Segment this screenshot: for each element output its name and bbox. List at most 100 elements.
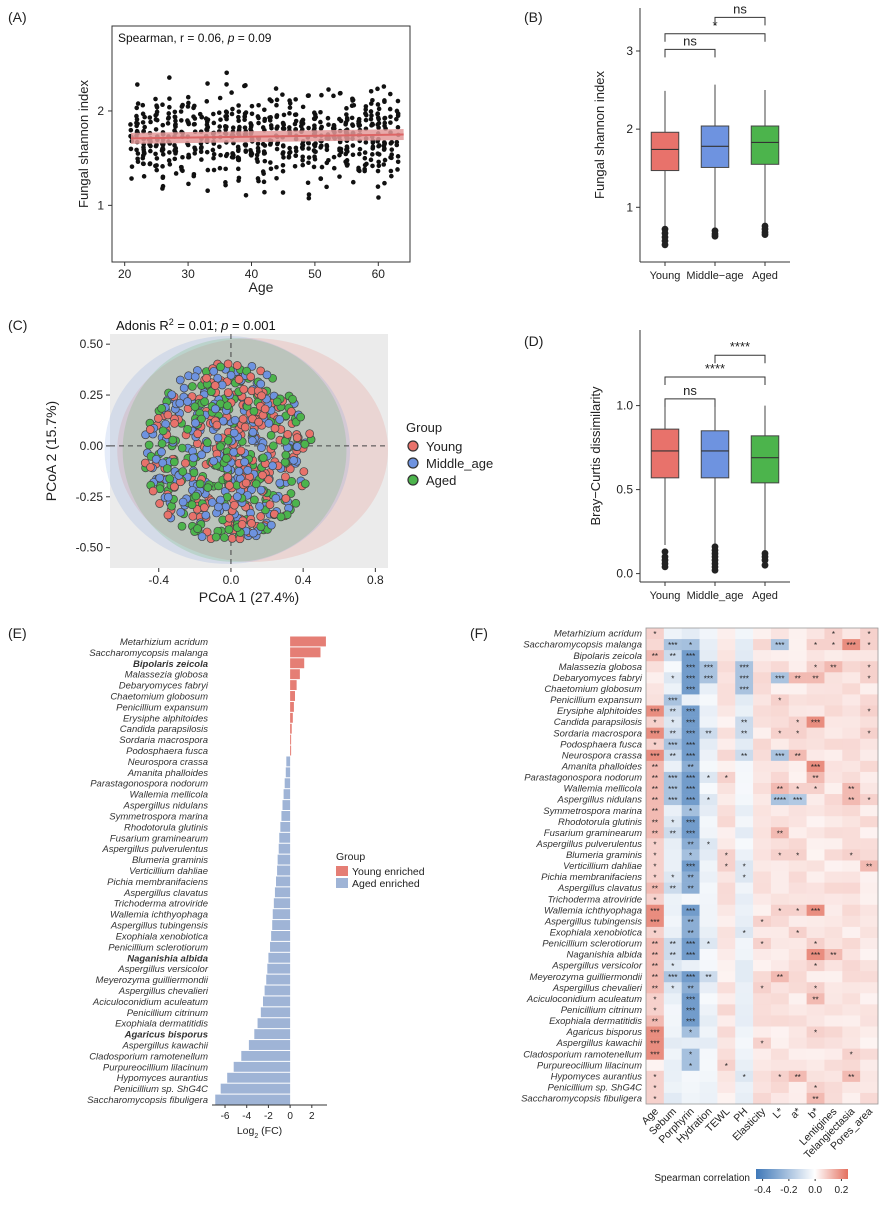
pcoa-point bbox=[190, 402, 200, 412]
pcoa-point bbox=[178, 467, 188, 476]
pcoa-point bbox=[206, 387, 216, 397]
heatmap-cell bbox=[753, 816, 772, 828]
heatmap-cell bbox=[788, 749, 807, 762]
log2fc-bar bbox=[290, 658, 305, 669]
heatmap-cell bbox=[699, 937, 718, 950]
significance-stars: *** bbox=[704, 663, 713, 672]
heatmap-cell bbox=[860, 893, 879, 906]
colorbar-tick-label: -0.4 bbox=[754, 1185, 772, 1196]
scatter-point bbox=[368, 157, 374, 163]
log2fc-bar bbox=[260, 1007, 291, 1018]
heatmap-cell bbox=[770, 771, 790, 784]
legend-swatch bbox=[336, 866, 348, 876]
heatmap-cell bbox=[860, 716, 879, 728]
heatmap-cell bbox=[663, 1070, 682, 1083]
scatter-point bbox=[325, 115, 331, 121]
significance-stars: ** bbox=[777, 973, 783, 982]
pcoa-point bbox=[251, 479, 261, 489]
heatmap-cell bbox=[646, 727, 665, 739]
heatmap-cell bbox=[681, 672, 700, 684]
scatter-point bbox=[236, 109, 242, 114]
y-tick-label: -0.25 bbox=[76, 490, 104, 504]
significance-stars: * bbox=[725, 851, 728, 860]
pcoa-point bbox=[189, 468, 199, 478]
scatter-point bbox=[165, 121, 171, 126]
scatter-point bbox=[344, 112, 349, 117]
significance-stars: * bbox=[868, 730, 871, 739]
significance-stars: ** bbox=[670, 885, 676, 894]
pcoa-point bbox=[256, 522, 266, 532]
pcoa-point bbox=[212, 420, 222, 430]
heatmap-cell bbox=[770, 672, 790, 684]
scatter-point bbox=[153, 113, 158, 118]
outlier-point bbox=[761, 231, 769, 239]
scatter-point bbox=[172, 156, 178, 162]
legend-marker bbox=[407, 457, 419, 469]
scatter-point bbox=[160, 122, 166, 128]
scatter-point bbox=[154, 117, 160, 123]
significance-stars: *** bbox=[668, 796, 677, 805]
heatmap-cell bbox=[842, 949, 861, 961]
heatmap-cell bbox=[860, 993, 879, 1005]
significance-stars: *** bbox=[686, 995, 695, 1004]
species-label: Symmetrospora marina bbox=[109, 811, 208, 822]
scatter-point bbox=[293, 97, 298, 102]
pcoa-point bbox=[211, 404, 220, 414]
significance-stars: * bbox=[671, 874, 674, 883]
scatter-point bbox=[376, 125, 381, 131]
scatter-point bbox=[185, 118, 190, 123]
scatter-point bbox=[343, 122, 348, 127]
significance-stars: *** bbox=[793, 796, 802, 805]
heatmap-cell bbox=[646, 694, 665, 706]
scatter-point bbox=[242, 142, 248, 147]
heatmap-cell bbox=[860, 749, 879, 762]
heatmap-cell bbox=[699, 727, 718, 739]
scatter-point bbox=[281, 121, 286, 127]
heatmap-cell bbox=[699, 694, 718, 706]
row-label: Trichoderma atroviride bbox=[548, 894, 642, 905]
heatmap-cell bbox=[717, 816, 736, 828]
scatter-point bbox=[172, 115, 178, 120]
pcoa-point bbox=[165, 474, 174, 484]
heatmap-cell bbox=[735, 849, 754, 861]
row-label: Debaryomyces fabryi bbox=[553, 673, 643, 684]
significance-stars: ** bbox=[652, 818, 658, 827]
significance-stars: ** bbox=[812, 995, 818, 1004]
significance-stars: ** bbox=[830, 663, 836, 672]
row-label: Saccharomycopsis fibuligera bbox=[521, 1094, 642, 1105]
y-axis-label: PCoA 2 (15.7%) bbox=[43, 401, 59, 501]
heatmap-cell bbox=[699, 849, 718, 861]
heatmap-cell bbox=[646, 628, 665, 640]
scatter-point bbox=[140, 161, 146, 166]
significance-stars: * bbox=[743, 929, 746, 938]
pcoa-point bbox=[177, 443, 187, 453]
outlier-point bbox=[661, 563, 669, 571]
heatmap-cell bbox=[824, 937, 843, 950]
heatmap-cell bbox=[681, 1004, 700, 1016]
pcoa-point bbox=[193, 524, 202, 533]
scatter-point bbox=[243, 149, 249, 154]
significance-stars: * bbox=[743, 874, 746, 883]
species-label: Aspergillus clavatus bbox=[123, 888, 208, 899]
heatmap-cell bbox=[717, 937, 736, 950]
box bbox=[750, 435, 780, 484]
xlabel-suffix: (FC) bbox=[258, 1125, 282, 1137]
heatmap-cell bbox=[681, 782, 700, 795]
significance-stars: * bbox=[707, 840, 710, 849]
heatmap-cell bbox=[735, 661, 754, 673]
row-label: Wallemia mellicola bbox=[564, 784, 643, 795]
scatter-point bbox=[345, 149, 350, 154]
heatmap-cell bbox=[717, 971, 736, 983]
log2fc-bar bbox=[241, 1050, 291, 1061]
scatter-point bbox=[388, 168, 394, 174]
scatter-point bbox=[166, 115, 171, 121]
pcoa-point bbox=[197, 532, 207, 542]
significance-stars: * bbox=[814, 984, 817, 993]
heatmap-cell bbox=[681, 705, 700, 717]
heatmap-cell bbox=[717, 1004, 736, 1016]
colorbar-tick-label: -0.2 bbox=[780, 1185, 798, 1196]
significance-label: ns bbox=[683, 383, 697, 398]
heatmap-cell bbox=[717, 915, 736, 928]
scatter-point bbox=[148, 148, 153, 154]
significance-stars: * bbox=[778, 730, 781, 739]
